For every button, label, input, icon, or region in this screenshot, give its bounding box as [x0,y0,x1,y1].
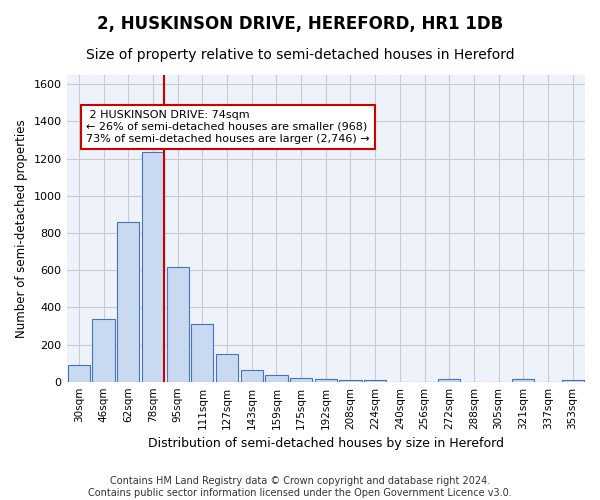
Text: Size of property relative to semi-detached houses in Hereford: Size of property relative to semi-detach… [86,48,514,62]
Bar [364,380,386,382]
Bar [68,365,90,382]
Text: 2, HUSKINSON DRIVE, HEREFORD, HR1 1DB: 2, HUSKINSON DRIVE, HEREFORD, HR1 1DB [97,15,503,33]
Bar [290,378,312,382]
Bar [314,380,337,382]
Bar [191,324,214,382]
Bar [562,380,584,382]
Bar [167,268,189,382]
Text: 2 HUSKINSON DRIVE: 74sqm
← 26% of semi-detached houses are smaller (968)
73% of : 2 HUSKINSON DRIVE: 74sqm ← 26% of semi-d… [86,110,370,144]
Bar [512,380,535,382]
X-axis label: Distribution of semi-detached houses by size in Hereford: Distribution of semi-detached houses by … [148,437,504,450]
Bar [340,380,362,382]
Bar [92,320,115,382]
Y-axis label: Number of semi-detached properties: Number of semi-detached properties [15,119,28,338]
Bar [142,152,164,382]
Bar [438,380,460,382]
Bar [216,354,238,382]
Bar [241,370,263,382]
Text: Contains HM Land Registry data © Crown copyright and database right 2024.
Contai: Contains HM Land Registry data © Crown c… [88,476,512,498]
Bar [265,375,287,382]
Bar [117,222,139,382]
